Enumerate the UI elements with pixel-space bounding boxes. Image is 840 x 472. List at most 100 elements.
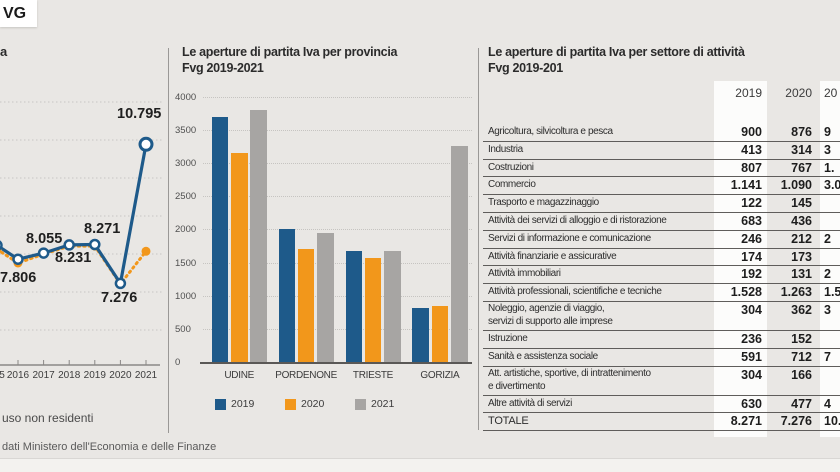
cell-v2019: 304	[741, 302, 762, 317]
blue-point-marker	[63, 239, 75, 251]
bar-2021-gorizia	[451, 146, 468, 362]
table-row: Attività immobiliari 192 131 2	[483, 266, 840, 285]
x-tick-label: 2019	[83, 370, 106, 381]
table-row: Attività dei servizi di alloggio e di ri…	[483, 213, 840, 231]
table-header-2019: 2019	[735, 86, 762, 100]
table-row-total: TOTALE 8.271 7.276 10.	[483, 413, 840, 432]
x-tick-label: 2021	[134, 370, 158, 381]
line-chart-footnote: uso non residenti	[2, 411, 94, 425]
x-tick-label: 2018	[58, 370, 81, 381]
gridline	[203, 129, 472, 131]
cell-v2021_partial: 3	[824, 142, 831, 157]
point-label: 8.055	[26, 231, 63, 247]
blue-point-marker	[89, 238, 101, 251]
blue-point-marker	[12, 253, 24, 265]
table-row: Industria 413 314 3	[483, 142, 840, 160]
legend-item-2021: 2021	[355, 398, 394, 410]
y-tick-label: 1500	[175, 257, 197, 269]
cell-v2019: 900	[741, 125, 762, 139]
table-row: Altre attività di servizi 630 477 4	[483, 396, 840, 414]
row-label: Servizi di informazione e comunicazione	[488, 232, 651, 244]
cell-v2020: 767	[791, 160, 812, 175]
cell-v2021_partial: 3.0	[824, 178, 840, 193]
gridline	[203, 328, 472, 330]
row-label: Attività dei servizi di alloggio e di ri…	[488, 214, 667, 226]
table-highlight-column-2019	[714, 81, 767, 437]
cell-v2020: 152	[791, 331, 812, 346]
bar-chart-title-line2: Fvg 2019-2021	[182, 61, 264, 75]
row-label: Attività finanziarie e assicurative	[488, 250, 617, 262]
cell-v2019: 246	[741, 231, 762, 246]
cell-v2021_partial: 1.5	[824, 285, 840, 300]
x-tick-label: 2017	[32, 370, 55, 381]
bar-2021-udine	[250, 109, 267, 362]
y-tick-label: 4000	[175, 91, 197, 103]
line-chart-canvas	[0, 101, 162, 366]
gridline	[203, 295, 472, 297]
x-tick-label: 2020	[109, 370, 132, 381]
table-row: Att. artistiche, sportive, di intratteni…	[483, 367, 840, 396]
sector-table-rows: Agricoltura, silvicoltura e pesca 900 876 9…	[483, 124, 840, 432]
legend-swatch-2020	[285, 398, 296, 410]
cell-v2019: 1.141	[730, 178, 762, 193]
bar-2019-pordenone	[278, 229, 296, 362]
gridline	[203, 229, 472, 231]
cell-v2020: 477	[791, 396, 812, 411]
cell-v2019: 304	[741, 367, 762, 382]
x-tick-label: 5	[0, 370, 5, 381]
cell-v2019: 236	[741, 331, 762, 346]
line-chart-panel: a 7.806 8.055 8.231 8.271 7.276 10.795 5 2016 2…	[0, 0, 216, 472]
table-row: Attività professionali, scientifiche e t…	[483, 284, 840, 302]
legend-item-2020: 2020	[285, 398, 324, 410]
table-row: Servizi di informazione e comunicazione 2…	[483, 231, 840, 249]
legend-label: 2019	[231, 398, 255, 410]
row-label: Att. artistiche, sportive, di intratteni…	[488, 367, 712, 395]
y-tick-label: 1000	[175, 290, 197, 302]
legend-swatch-2019	[215, 398, 226, 410]
table-header-2020: 2020	[785, 86, 812, 100]
panel-divider-left	[168, 48, 169, 433]
cell-v2019: 8.271	[730, 414, 762, 429]
row-label: Trasporto e magazzinaggio	[488, 197, 599, 209]
cell-v2019: 1.528	[730, 285, 762, 300]
bar-chart-title-line1: Le aperture di partita Iva per provincia	[182, 45, 398, 59]
cell-v2019: 630	[741, 396, 762, 411]
row-label-line: e divertimento	[488, 380, 546, 392]
table-row: Trasporto e magazzinaggio 122 145	[483, 195, 840, 213]
line-chart-title-fragment: a	[0, 44, 8, 59]
table-row: Costruzioni 807 767 1.	[483, 160, 840, 178]
cell-v2021_partial: 2	[824, 231, 831, 246]
cell-v2021_partial: 10.	[824, 414, 840, 429]
cell-v2021_partial	[824, 331, 840, 348]
bar-2020-trieste	[364, 257, 382, 362]
point-label: 10.795	[117, 106, 162, 122]
bar-2021-pordenone	[317, 232, 334, 362]
blue-point-marker	[138, 136, 154, 152]
cell-v2020: 1.263	[780, 285, 812, 300]
bar-2019-trieste	[345, 250, 362, 362]
cell-v2020: 173	[791, 249, 812, 264]
gridline	[203, 196, 472, 198]
row-label: Commercio	[488, 179, 536, 191]
row-label: Agricoltura, silvicoltura e pesca	[488, 126, 613, 137]
source-note: dati Ministero dell'Economia e delle Fin…	[2, 441, 217, 453]
cell-v2021_partial: 3	[824, 302, 831, 317]
sector-table-panel: Le aperture di partita Iva per settore d…	[478, 0, 840, 472]
row-label: Istruzione	[488, 332, 528, 344]
cell-v2020: 712	[791, 349, 812, 364]
bar-2020-udine	[231, 153, 248, 362]
cell-v2019: 807	[741, 160, 762, 175]
cell-v2020: 362	[791, 302, 812, 317]
cell-v2020: 212	[791, 231, 812, 246]
row-label-line: servizi di supporto alle imprese	[488, 316, 613, 328]
cell-v2020: 131	[791, 267, 812, 282]
row-label: Altre attività di servizi	[488, 397, 572, 409]
bar-chart-panel: Le aperture di partita Iva per provincia…	[168, 0, 478, 472]
table-row: Noleggio, agenzie di viaggio, servizi di …	[483, 302, 840, 331]
table-row: Commercio 1.141 1.090 3.0	[483, 177, 840, 196]
y-tick-label: 2500	[175, 191, 197, 203]
cell-v2021_partial	[824, 367, 840, 395]
category-label: GORIZIA	[420, 370, 460, 381]
fvg-badge: VG	[0, 0, 37, 27]
